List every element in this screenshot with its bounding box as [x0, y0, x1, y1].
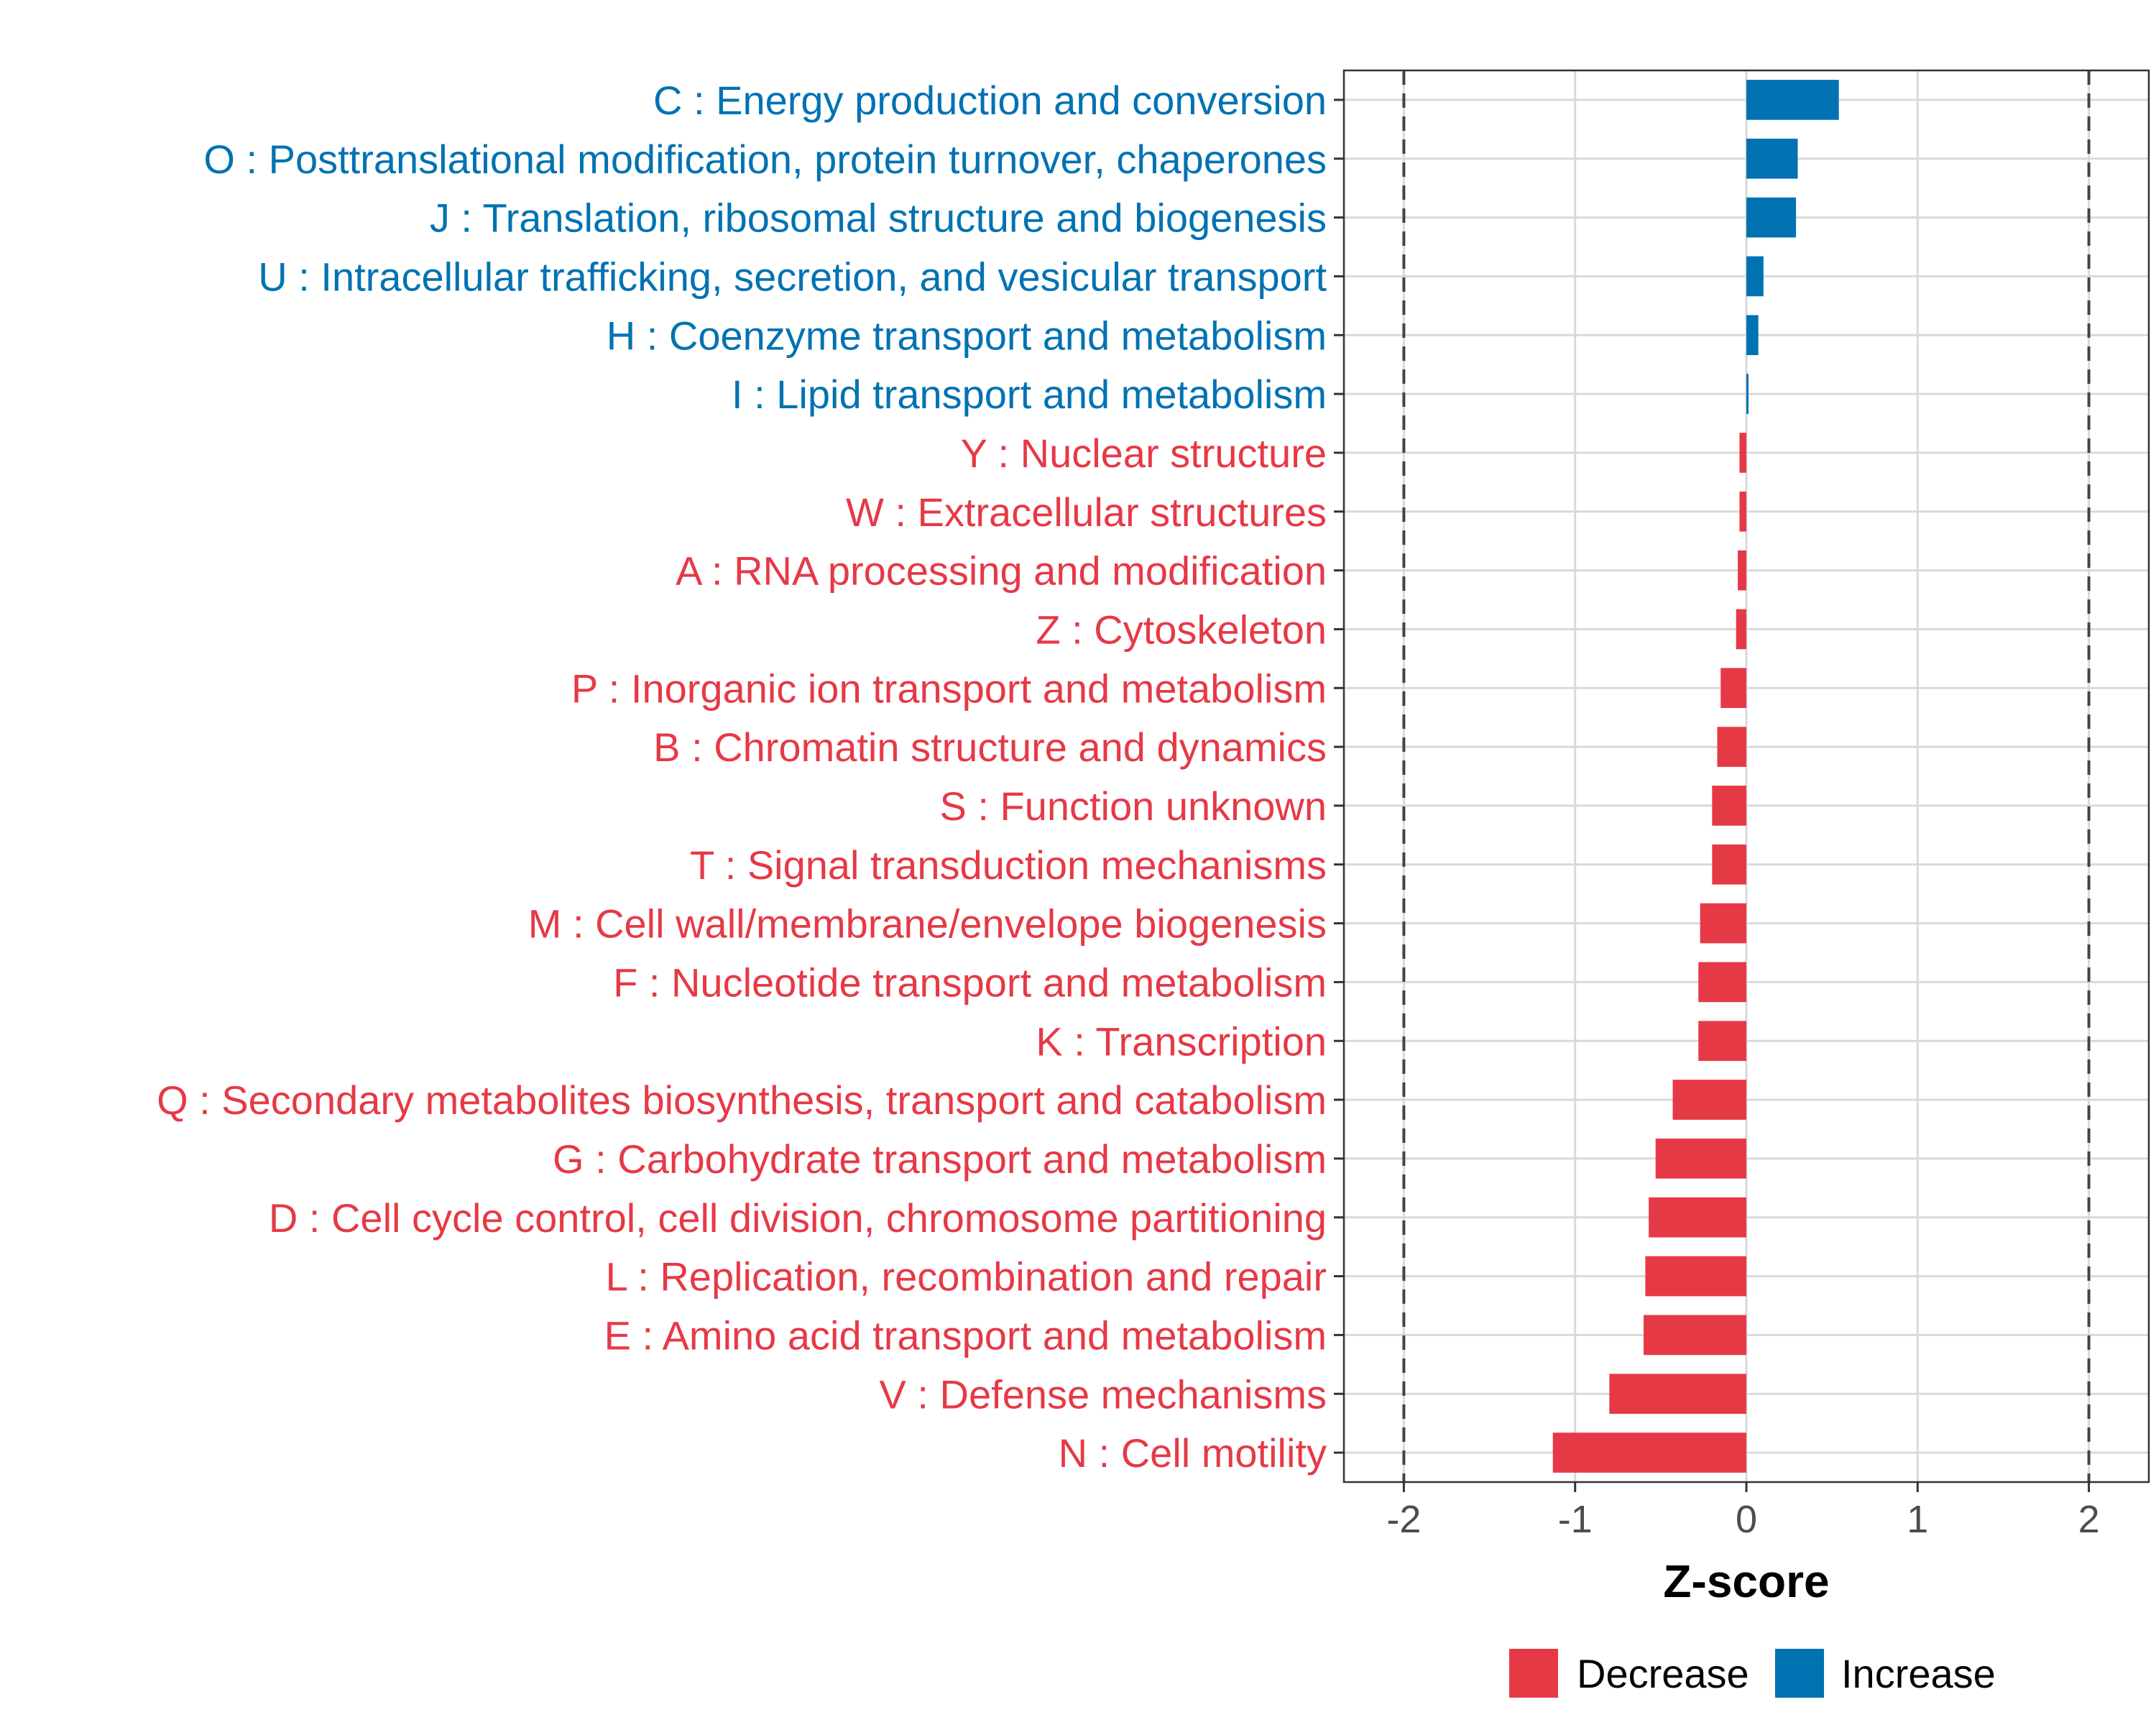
bar — [1746, 315, 1759, 356]
bar — [1738, 550, 1746, 591]
bar — [1700, 903, 1746, 944]
bar — [1736, 609, 1746, 650]
bar — [1609, 1374, 1746, 1414]
category-label: M : Cell wall/membrane/envelope biogenes… — [528, 901, 1327, 947]
category-label: W : Extracellular structures — [846, 489, 1327, 535]
category-label: N : Cell motility — [1059, 1430, 1327, 1476]
legend-swatch-decrease — [1509, 1649, 1558, 1698]
category-label: H : Coenzyme transport and metabolism — [607, 313, 1327, 358]
bar — [1712, 786, 1746, 826]
category-label: U : Intracellular trafficking, secretion… — [258, 254, 1327, 299]
bar — [1746, 197, 1797, 238]
y-axis-ticks — [1334, 98, 1344, 1454]
category-label: E : Amino acid transport and metabolism — [604, 1312, 1327, 1358]
x-axis: -2 -1 0 1 2 — [1386, 1482, 2100, 1541]
bar — [1645, 1256, 1746, 1297]
category-label: I : Lipid transport and metabolism — [732, 372, 1327, 417]
x-tick-label: 0 — [1736, 1498, 1757, 1541]
category-label: S : Function unknown — [939, 783, 1327, 829]
category-labels: C : Energy production and conversion O : … — [157, 78, 1327, 1476]
category-label: Y : Nuclear structure — [961, 431, 1327, 476]
bar — [1739, 433, 1746, 473]
bar — [1672, 1080, 1746, 1120]
category-label: C : Energy production and conversion — [653, 78, 1327, 123]
x-tick-label: -1 — [1558, 1498, 1593, 1541]
legend-label-increase: Increase — [1841, 1651, 1996, 1696]
category-label: O : Posttranslational modification, prot… — [203, 137, 1327, 182]
category-label: D : Cell cycle control, cell division, c… — [269, 1195, 1327, 1241]
bar — [1746, 138, 1798, 179]
bar — [1746, 256, 1764, 297]
bar — [1649, 1197, 1746, 1238]
bar — [1644, 1315, 1746, 1356]
legend-label-decrease: Decrease — [1577, 1651, 1749, 1696]
category-label: Q : Secondary metabolites biosynthesis, … — [157, 1077, 1327, 1123]
x-tick-label: -2 — [1386, 1498, 1421, 1541]
category-label: Z : Cytoskeleton — [1036, 607, 1327, 652]
category-label: T : Signal transduction mechanisms — [690, 842, 1327, 888]
category-label: A : RNA processing and modification — [676, 548, 1327, 594]
x-tick-label: 1 — [1907, 1498, 1928, 1541]
legend: Decrease Increase — [1509, 1649, 1996, 1698]
category-label: F : Nucleotide transport and metabolism — [613, 960, 1327, 1005]
legend-swatch-increase — [1775, 1649, 1824, 1698]
bar — [1720, 668, 1746, 709]
category-label: B : Chromatin structure and dynamics — [653, 724, 1327, 770]
bar — [1746, 374, 1749, 414]
category-label: K : Transcription — [1036, 1018, 1327, 1064]
bar — [1698, 962, 1746, 1003]
bar — [1712, 844, 1746, 885]
bar — [1746, 80, 1839, 120]
bar — [1698, 1021, 1746, 1062]
category-label: L : Replication, recombination and repai… — [606, 1254, 1327, 1300]
x-tick-label: 2 — [2078, 1498, 2100, 1541]
bar — [1552, 1432, 1746, 1473]
plot-panel — [1342, 69, 2150, 1484]
reference-lines — [1402, 70, 2091, 1482]
bar — [1655, 1138, 1746, 1179]
category-label: V : Defense mechanisms — [880, 1371, 1327, 1417]
x-axis-title: Z-score — [1663, 1555, 1829, 1607]
bar — [1717, 727, 1746, 767]
category-label: J : Translation, ribosomal structure and… — [430, 196, 1327, 241]
bar-layer — [1552, 80, 1839, 1473]
bar — [1739, 491, 1746, 532]
category-label: P : Inorganic ion transport and metaboli… — [571, 666, 1327, 711]
category-label: G : Carbohydrate transport and metabolis… — [553, 1136, 1327, 1182]
